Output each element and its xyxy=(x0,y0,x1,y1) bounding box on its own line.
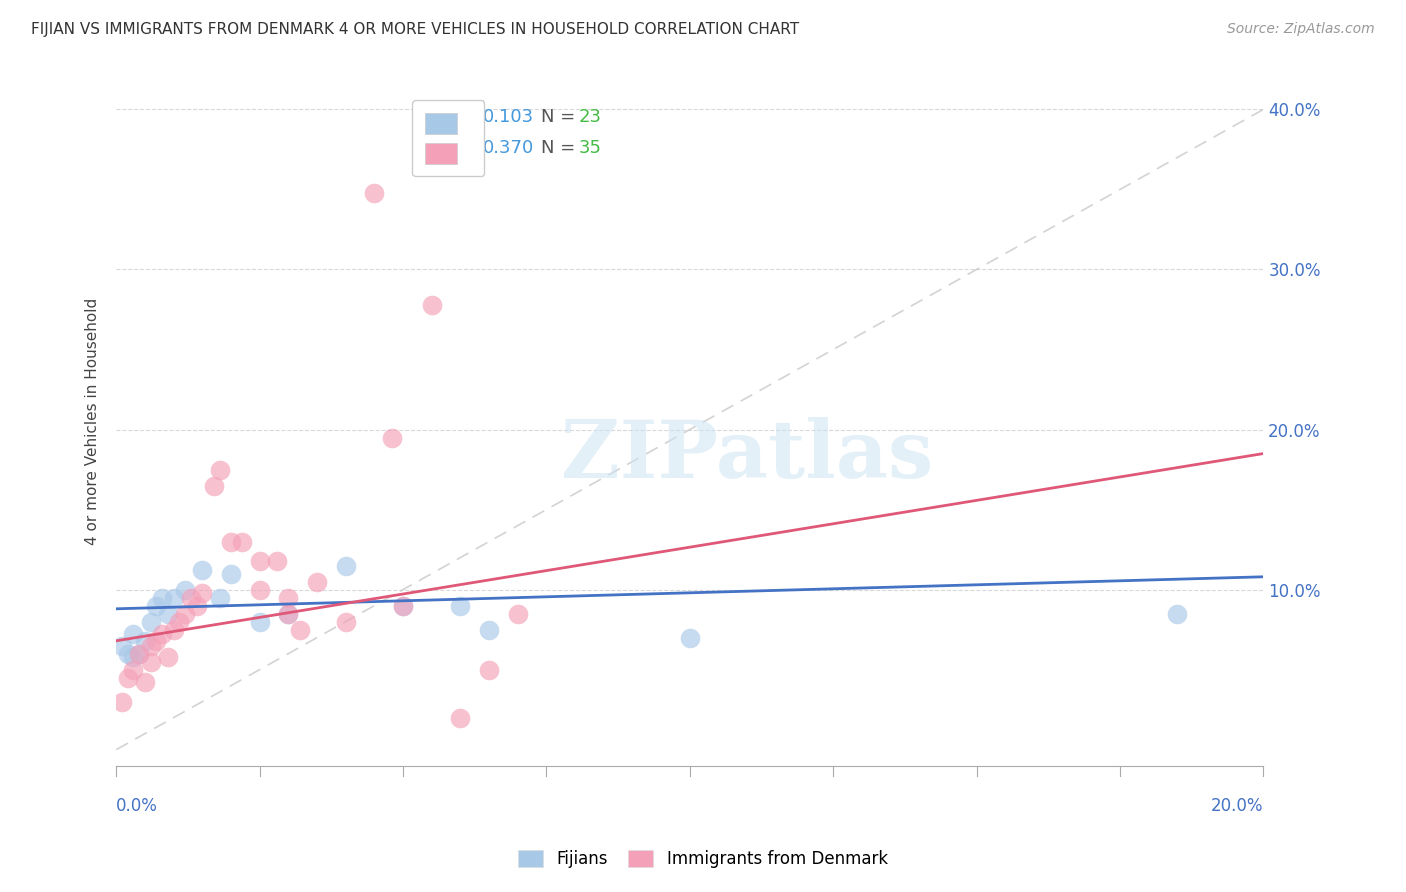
Point xyxy=(288,623,311,637)
Text: N =: N = xyxy=(541,109,581,127)
Point xyxy=(169,615,191,629)
Text: FIJIAN VS IMMIGRANTS FROM DENMARK 4 OR MORE VEHICLES IN HOUSEHOLD CORRELATION CH: FIJIAN VS IMMIGRANTS FROM DENMARK 4 OR M… xyxy=(31,22,799,37)
Point xyxy=(174,607,197,621)
Text: 0.370: 0.370 xyxy=(484,139,534,157)
Point xyxy=(128,647,150,661)
Legend: Fijians, Immigrants from Denmark: Fijians, Immigrants from Denmark xyxy=(512,843,894,875)
Point xyxy=(139,655,162,669)
Point xyxy=(122,627,145,641)
Point xyxy=(478,663,501,677)
Point xyxy=(128,647,150,661)
Text: N =: N = xyxy=(541,139,581,157)
Point xyxy=(156,649,179,664)
Point xyxy=(380,431,402,445)
Point xyxy=(208,462,231,476)
Point xyxy=(266,554,288,568)
Text: 0.103: 0.103 xyxy=(484,109,534,127)
Point xyxy=(392,599,415,613)
Point xyxy=(335,558,357,573)
Point xyxy=(150,627,173,641)
Point xyxy=(679,631,702,645)
Point xyxy=(180,591,202,605)
Text: 20.0%: 20.0% xyxy=(1211,797,1264,814)
Point xyxy=(139,639,162,653)
Point xyxy=(134,633,156,648)
Text: ZIPatlas: ZIPatlas xyxy=(561,417,934,495)
Point xyxy=(145,599,167,613)
Point xyxy=(117,647,139,661)
Point xyxy=(174,582,197,597)
Point xyxy=(117,671,139,685)
Point xyxy=(186,599,208,613)
Point xyxy=(249,615,271,629)
Point xyxy=(191,586,214,600)
Point xyxy=(219,534,242,549)
Point xyxy=(156,607,179,621)
Point xyxy=(506,607,529,621)
Point xyxy=(449,711,471,725)
Point xyxy=(191,563,214,577)
Text: 23: 23 xyxy=(578,109,602,127)
Point xyxy=(202,478,225,492)
Point xyxy=(162,623,184,637)
Point xyxy=(111,695,134,709)
Point xyxy=(277,591,299,605)
Point xyxy=(122,649,145,664)
Text: R =: R = xyxy=(432,139,471,157)
Point xyxy=(219,566,242,581)
Point xyxy=(162,591,184,605)
Text: 0.0%: 0.0% xyxy=(117,797,157,814)
Point xyxy=(277,607,299,621)
Point xyxy=(249,554,271,568)
Point xyxy=(150,591,173,605)
Point xyxy=(231,534,253,549)
Point xyxy=(139,615,162,629)
Point xyxy=(1166,607,1188,621)
Point xyxy=(122,663,145,677)
Point xyxy=(478,623,501,637)
Point xyxy=(305,574,328,589)
Point xyxy=(335,615,357,629)
Point xyxy=(420,298,443,312)
Point xyxy=(145,633,167,648)
Legend: , : , xyxy=(412,100,484,177)
Point xyxy=(134,675,156,690)
Point xyxy=(449,599,471,613)
Text: R =: R = xyxy=(432,109,471,127)
Point xyxy=(249,582,271,597)
Y-axis label: 4 or more Vehicles in Household: 4 or more Vehicles in Household xyxy=(86,298,100,545)
Point xyxy=(277,607,299,621)
Point xyxy=(111,639,134,653)
Point xyxy=(363,186,385,200)
Point xyxy=(392,599,415,613)
Point xyxy=(208,591,231,605)
Text: Source: ZipAtlas.com: Source: ZipAtlas.com xyxy=(1227,22,1375,37)
Text: 35: 35 xyxy=(578,139,602,157)
